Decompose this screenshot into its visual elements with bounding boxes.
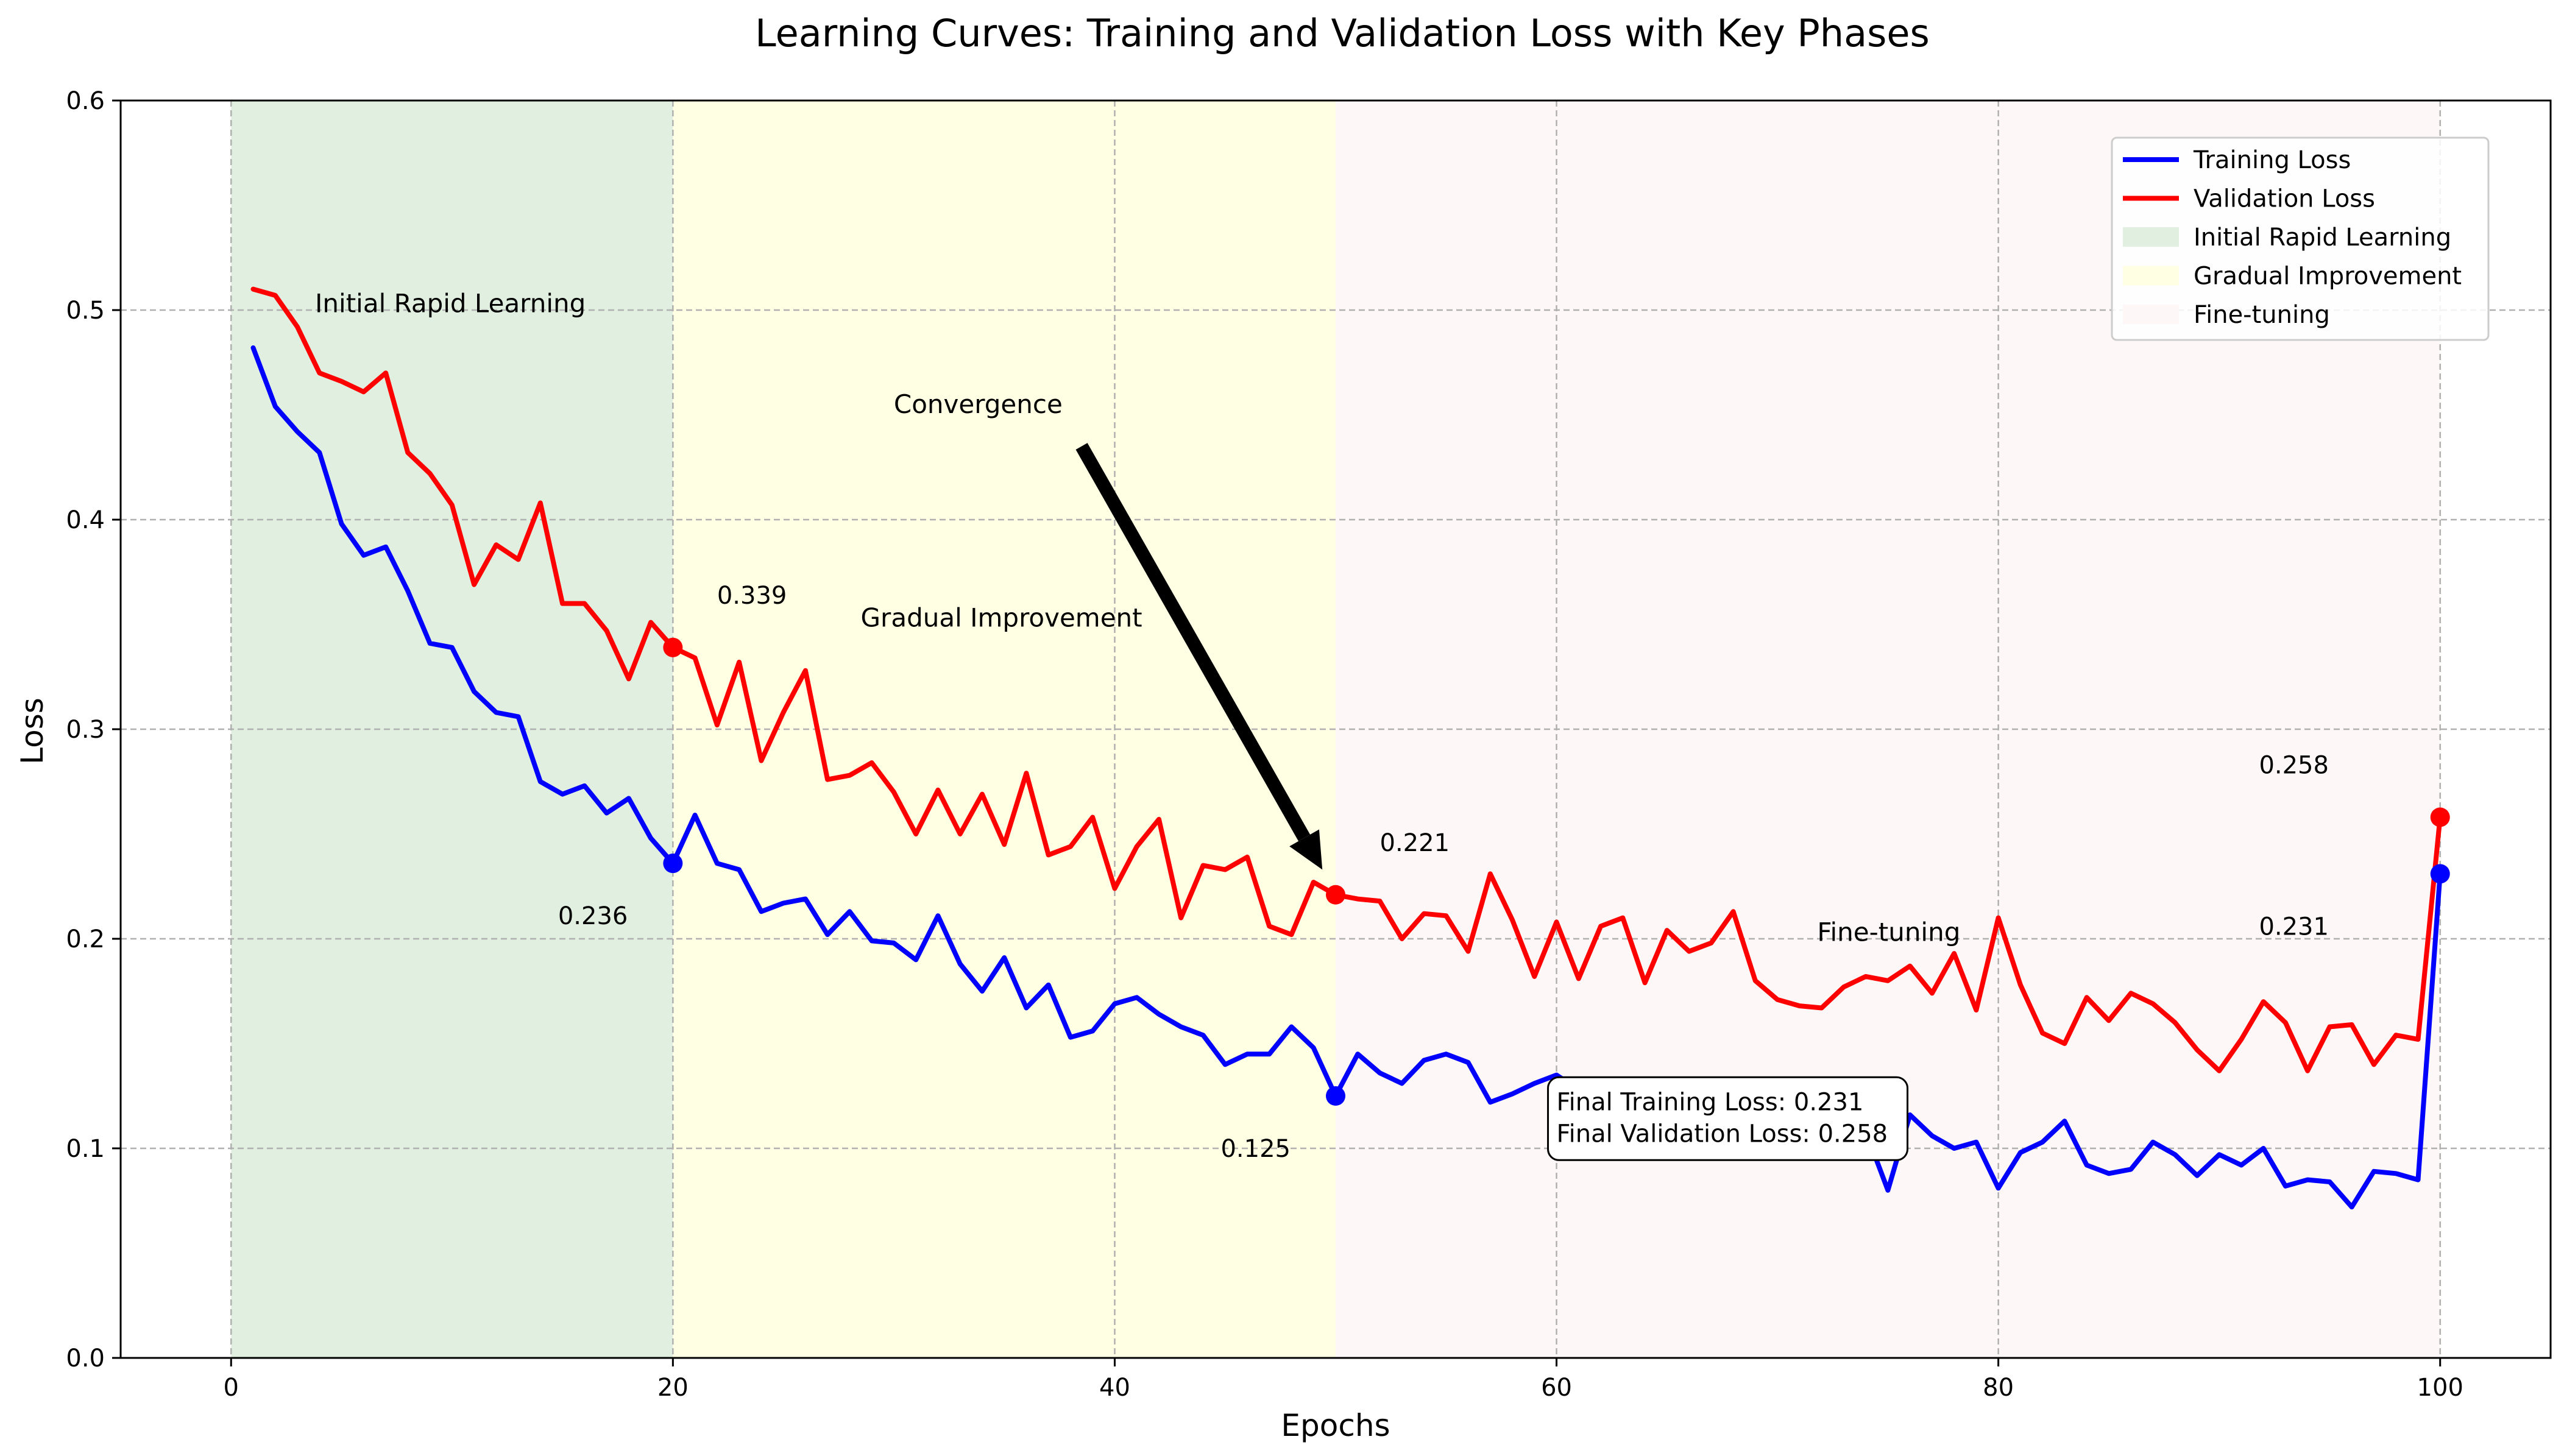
convergence-arrow-head	[1289, 829, 1323, 870]
marker-point-5	[2430, 807, 2450, 827]
y-tick-label-0: 0.0	[66, 1345, 105, 1373]
legend-swatch-phase-2	[2123, 266, 2179, 286]
marker-point-1	[663, 637, 683, 657]
marker-point-4	[2430, 864, 2450, 884]
y-axis-label: Loss	[15, 698, 50, 765]
x-tick-label-1: 20	[657, 1374, 689, 1402]
phase-label-1: Initial Rapid Learning	[315, 289, 586, 319]
series-line-training	[250, 345, 2443, 1210]
y-tick-label-6: 0.6	[66, 87, 105, 115]
y-tick-label-1: 0.1	[66, 1135, 105, 1163]
y-tick-label-3: 0.3	[66, 716, 105, 744]
legend-label-phase-3: Fine-tuning	[2194, 301, 2330, 329]
chart-title: Learning Curves: Training and Validation…	[755, 11, 1930, 55]
x-tick-label-0: 0	[224, 1374, 239, 1402]
marker-value-label-3: 0.221	[1380, 829, 1450, 857]
marker-value-label-2: 0.125	[1220, 1135, 1291, 1163]
legend-label-training: Training Loss	[2193, 146, 2351, 174]
phase-label-3: Fine-tuning	[1817, 917, 1960, 947]
marker-point-3	[1326, 885, 1345, 905]
marker-value-label-1: 0.339	[717, 582, 787, 610]
final-values-line-2: Final Validation Loss: 0.258	[1557, 1120, 1888, 1148]
x-tick-label-4: 80	[1983, 1374, 2014, 1402]
phase-label-2: Gradual Improvement	[861, 603, 1142, 633]
final-values-box	[1547, 1076, 1909, 1161]
x-tick-label-5: 100	[2417, 1374, 2463, 1402]
convergence-label: Convergence	[894, 389, 1063, 419]
marker-value-label-4: 0.231	[2259, 913, 2329, 941]
y-tick-label-4: 0.4	[66, 506, 105, 534]
legend-label-phase-2: Gradual Improvement	[2194, 263, 2462, 291]
x-tick-label-3: 60	[1541, 1374, 1572, 1402]
legend-swatch-phase-3	[2123, 305, 2179, 324]
convergence-arrow-shaft	[1075, 443, 1311, 841]
y-tick-label-2: 0.2	[66, 925, 105, 953]
legend-label-phase-1: Initial Rapid Learning	[2194, 224, 2451, 252]
marker-value-label-5: 0.258	[2259, 751, 2329, 779]
legend-swatch-phase-1	[2123, 227, 2179, 247]
legend-label-validation: Validation Loss	[2194, 185, 2375, 213]
marker-point-2	[1326, 1086, 1345, 1106]
legend-box	[2111, 136, 2490, 341]
x-axis-label: Epochs	[1281, 1408, 1390, 1443]
x-tick-label-2: 40	[1099, 1374, 1130, 1402]
series-line-validation	[250, 286, 2443, 1073]
final-values-line-1: Final Training Loss: 0.231	[1557, 1088, 1864, 1116]
y-tick-label-5: 0.5	[66, 297, 105, 325]
marker-value-label-0: 0.236	[558, 902, 628, 930]
marker-point-0	[663, 853, 683, 874]
